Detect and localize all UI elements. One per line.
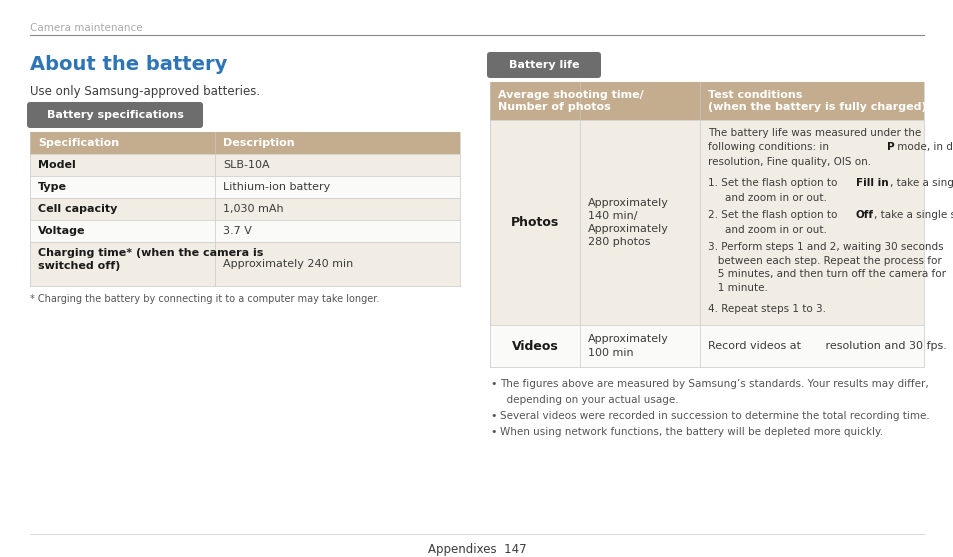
Text: Approximately 240 min: Approximately 240 min xyxy=(223,259,353,269)
Bar xyxy=(30,132,459,154)
Bar xyxy=(30,220,459,242)
Text: * Charging the battery by connecting it to a computer may take longer.: * Charging the battery by connecting it … xyxy=(30,294,379,304)
Text: and zoom in or out.: and zoom in or out. xyxy=(724,225,826,235)
Text: depending on your actual usage.: depending on your actual usage. xyxy=(499,395,678,405)
Text: Camera maintenance: Camera maintenance xyxy=(30,23,143,33)
Text: The figures above are measured by Samsung’s standards. Your results may differ,: The figures above are measured by Samsun… xyxy=(499,379,928,389)
Text: Description: Description xyxy=(223,138,294,148)
FancyBboxPatch shape xyxy=(27,102,203,128)
Text: , take a single shot,: , take a single shot, xyxy=(889,178,953,188)
Text: Charging time* (when the camera is
switched off): Charging time* (when the camera is switc… xyxy=(38,248,263,271)
Text: About the battery: About the battery xyxy=(30,55,227,74)
Text: Photos: Photos xyxy=(511,216,558,229)
Text: Model: Model xyxy=(38,160,75,170)
Text: Test conditions
(when the battery is fully charged): Test conditions (when the battery is ful… xyxy=(707,90,925,113)
Bar xyxy=(30,154,459,176)
Bar xyxy=(30,242,459,286)
Text: , take a single shot,: , take a single shot, xyxy=(873,210,953,220)
Text: •: • xyxy=(490,379,496,389)
Text: 2. Set the flash option to: 2. Set the flash option to xyxy=(707,210,840,220)
Text: Average shooting time/
Number of photos: Average shooting time/ Number of photos xyxy=(497,90,643,113)
Text: 1,030 mAh: 1,030 mAh xyxy=(223,204,283,214)
Text: SLB-10A: SLB-10A xyxy=(223,160,270,170)
Bar xyxy=(30,198,459,220)
Text: Videos: Videos xyxy=(511,340,558,353)
Text: Specification: Specification xyxy=(38,138,119,148)
Text: Lithium-ion battery: Lithium-ion battery xyxy=(223,182,330,192)
Text: Battery specifications: Battery specifications xyxy=(47,110,183,120)
Bar xyxy=(490,82,923,120)
Text: Fill in: Fill in xyxy=(855,178,887,188)
Text: and zoom in or out.: and zoom in or out. xyxy=(724,193,826,203)
Text: Battery life: Battery life xyxy=(508,60,578,70)
Text: Approximately
140 min/
Approximately
280 photos: Approximately 140 min/ Approximately 280… xyxy=(587,198,668,247)
Text: Cell capacity: Cell capacity xyxy=(38,204,117,214)
FancyBboxPatch shape xyxy=(486,52,600,78)
Text: •: • xyxy=(490,427,496,437)
Text: Several videos were recorded in succession to determine the total recording time: Several videos were recorded in successi… xyxy=(499,411,929,421)
Text: Use only Samsung-approved batteries.: Use only Samsung-approved batteries. xyxy=(30,85,260,98)
Text: 3. Perform steps 1 and 2, waiting 30 seconds
   between each step. Repeat the pr: 3. Perform steps 1 and 2, waiting 30 sec… xyxy=(707,242,945,293)
Text: The battery life was measured under the
following conditions: in: The battery life was measured under the … xyxy=(707,128,921,152)
Bar xyxy=(490,120,923,325)
Text: mode, in darkness,: mode, in darkness, xyxy=(893,142,953,152)
Text: 1. Set the flash option to: 1. Set the flash option to xyxy=(707,178,840,188)
Bar xyxy=(30,176,459,198)
Text: •: • xyxy=(490,411,496,421)
Text: Approximately
100 min: Approximately 100 min xyxy=(587,334,668,358)
Text: Record videos at       resolution and 30 fps.: Record videos at resolution and 30 fps. xyxy=(707,341,946,351)
Text: Off: Off xyxy=(855,210,873,220)
Text: P: P xyxy=(886,142,894,152)
Text: Type: Type xyxy=(38,182,67,192)
Text: 4. Repeat steps 1 to 3.: 4. Repeat steps 1 to 3. xyxy=(707,304,825,314)
Text: Appendixes  147: Appendixes 147 xyxy=(427,543,526,556)
Text: resolution, Fine quality, OIS on.: resolution, Fine quality, OIS on. xyxy=(707,157,870,167)
Text: 3.7 V: 3.7 V xyxy=(223,226,252,236)
Bar xyxy=(490,325,923,367)
Text: When using network functions, the battery will be depleted more quickly.: When using network functions, the batter… xyxy=(499,427,882,437)
Text: Voltage: Voltage xyxy=(38,226,86,236)
